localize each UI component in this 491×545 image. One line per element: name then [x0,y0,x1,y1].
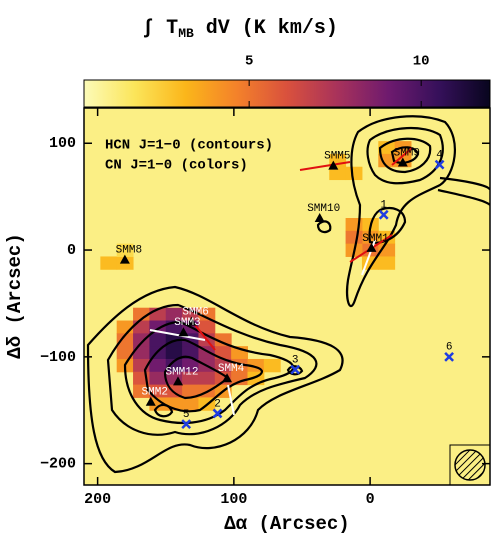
image-cell [345,230,363,245]
source-marker [173,376,184,386]
image-cell [329,166,347,181]
label-part: ∫ T [142,17,178,40]
position-marker [181,419,192,430]
annotation: CN J=1−0 (colors) [105,158,248,174]
image-cell [198,371,216,386]
image-cell [378,141,396,155]
image-cell [133,346,150,360]
image-cell [165,346,183,360]
x-tick-label: 0 [366,491,375,508]
image-cell [345,166,363,181]
image-cell [378,153,396,168]
source-label: SMM6 [182,307,208,319]
source-marker [178,327,189,337]
y-tick-label: 0 [67,242,76,259]
image-cell [214,333,232,347]
source-marker [397,157,408,167]
image-cell [100,256,118,270]
source-label: SMM4 [218,363,245,375]
colorbar-label: ∫ TMB dV (K km/s) [142,17,338,41]
image-cell [149,397,167,411]
position-marker [378,209,389,220]
position-label: 5 [183,409,190,421]
colorbar-tick-label: 10 [413,54,430,70]
x-tick-label: 200 [84,491,111,508]
image-cell [133,384,150,398]
source-label: SMM3 [174,317,200,329]
source-marker [328,160,339,170]
image-cell [378,256,396,270]
image-cell [231,371,248,386]
colorbar [83,79,491,108]
x-axis-label: Δα (Arcsec) [224,513,349,535]
source-label: SMM12 [165,366,198,378]
source-label: SMM5 [324,151,350,163]
annotation: HCN J=1−0 (contours) [105,138,273,154]
source-marker [366,242,377,252]
image-cell [116,333,134,347]
outflow-lines [149,147,413,416]
beam [454,449,486,481]
image-cell [149,384,167,398]
source-marker [119,254,130,264]
image-cell [182,358,199,373]
image-cell [263,358,281,373]
image-cell [133,320,150,334]
image-cell [116,346,134,360]
source-marker [222,373,233,383]
image-cell [182,397,199,411]
image-cell [198,320,216,334]
label-sub: MB [178,26,194,41]
position-marker [444,351,455,362]
y-tick-label: −100 [40,349,76,366]
image-cell [165,358,183,373]
y-axis-label: Δδ (Arcsec) [4,233,26,358]
source-marker [186,316,197,326]
image-background [84,108,490,485]
label-part: dV (K km/s) [194,17,338,40]
image-cell [133,333,150,347]
source-marker [314,213,325,223]
y-tick-label: −200 [40,456,76,473]
image-cell [133,307,150,322]
x-tick-label: 100 [220,491,247,508]
plot-frame [83,107,491,486]
position-marker [212,408,223,419]
position-label: 3 [292,355,299,367]
source-marker [145,396,156,406]
position-label: 2 [214,398,221,410]
image-cell [198,307,216,322]
image-cell [149,371,167,386]
image-cell [182,371,199,386]
source-label: SMM9 [394,147,420,159]
position-label: 4 [436,150,443,162]
source-label: SMM2 [142,387,168,399]
colorbar-tick-label: 5 [245,54,253,70]
position-marker [290,364,301,375]
source-label: SMM10 [307,203,340,215]
image-cell [116,243,134,257]
source-label: SMM1 [362,233,389,245]
image-cell [149,333,167,347]
image-cell [149,358,167,373]
position-label: 6 [446,342,453,354]
y-tick-label: 100 [49,135,76,152]
image-cell [182,384,199,398]
image-cell [165,307,183,322]
source-label: SMM8 [116,245,142,257]
position-label: 1 [380,200,387,212]
image-cell [214,358,232,373]
position-marker [434,159,445,170]
